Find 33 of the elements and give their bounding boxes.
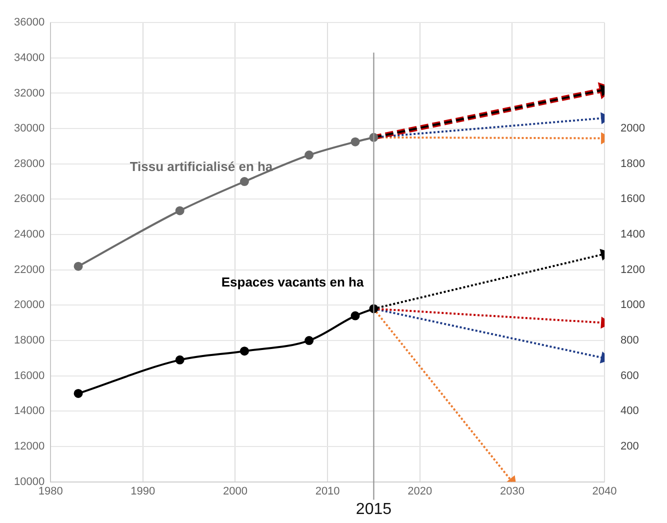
y2-tick-label: 800 [620,334,639,347]
y-tick-label: 10000 [14,476,45,488]
y-tick-label: 34000 [14,52,45,64]
y2-tick-label: 1400 [620,228,646,241]
y-tick-label: 32000 [14,87,45,100]
y2-tick-label: 1200 [620,264,646,276]
y2-tick-label: 2000 [620,122,646,135]
x-tick-label: 1980 [38,485,63,498]
y2-tick-label: 600 [620,370,639,382]
y-tick-label: 26000 [14,193,45,206]
series-label: Espaces vacants en ha [221,274,364,290]
x-tick-label: 2020 [408,485,432,498]
y2-tick-label: 1800 [620,158,646,170]
y-tick-label: 22000 [14,264,45,276]
y2-tick-label: 1600 [620,193,646,206]
x-tick-label: 1990 [130,485,156,498]
y2-tick-label: 1000 [620,299,646,312]
y2-tick-label: 200 [620,440,639,453]
x-tick-label: 2000 [222,485,248,498]
y-tick-label: 28000 [14,158,45,170]
y-tick-label: 30000 [14,122,45,135]
y-tick-label: 14000 [14,405,45,418]
y-tick-label: 16000 [14,370,45,382]
y-tick-label: 12000 [14,440,45,453]
y-tick-label: 18000 [14,334,45,347]
y2-tick-label: 400 [620,405,639,418]
ref-line-label: 2015 [356,501,392,518]
y-tick-label: 36000 [14,16,45,29]
y-tick-label: 24000 [14,228,45,241]
x-tick-label: 2040 [592,485,617,498]
x-tick-label: 2030 [500,485,524,498]
y-tick-label: 20000 [14,299,45,312]
x-tick-label: 2010 [315,485,340,498]
